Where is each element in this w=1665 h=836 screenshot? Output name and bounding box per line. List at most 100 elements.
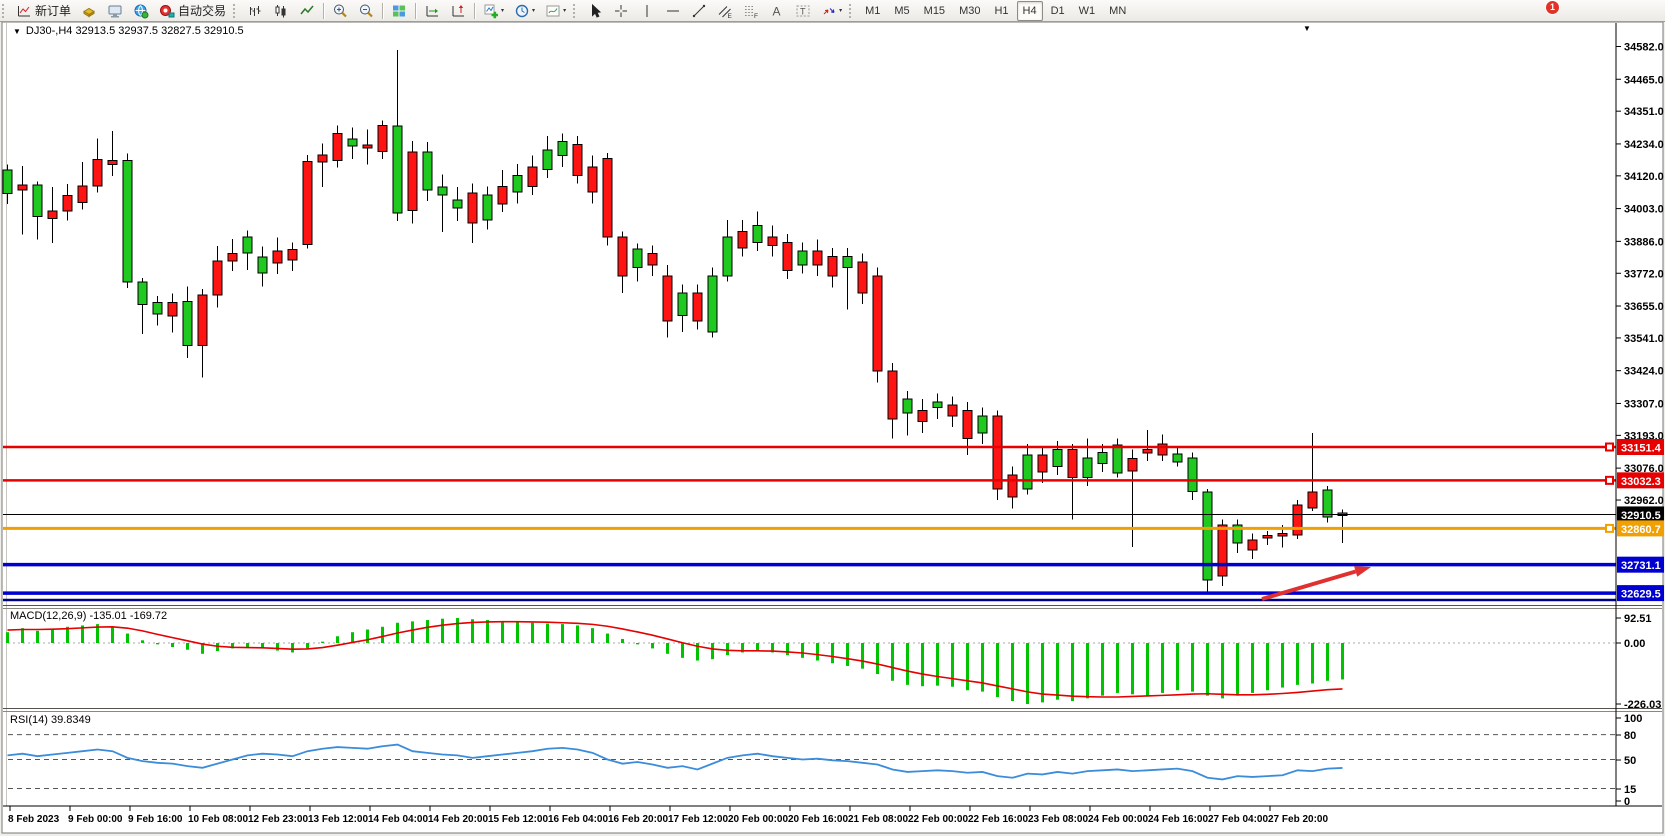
svg-text:T: T — [800, 6, 806, 16]
svg-text:24 Feb 00:00: 24 Feb 00:00 — [1088, 814, 1148, 825]
chart-shift-button[interactable] — [446, 1, 470, 21]
arrows-button[interactable]: ▾ — [817, 1, 846, 21]
price-tag — [1617, 585, 1664, 602]
cursor-button[interactable] — [583, 1, 607, 21]
periods-button[interactable]: ▾ — [510, 1, 539, 21]
timeframe-m5[interactable]: M5 — [894, 4, 910, 17]
candlestick-chart-button[interactable] — [269, 1, 293, 21]
metaeditor-button[interactable] — [103, 1, 127, 21]
svg-text:0.00: 0.00 — [1624, 638, 1645, 650]
timeframe-h4[interactable]: H4 — [1016, 0, 1043, 21]
market-button[interactable] — [77, 1, 101, 21]
svg-text:14 Feb 20:00: 14 Feb 20:00 — [428, 814, 488, 825]
toolbar-separator — [415, 2, 417, 19]
indicators-button[interactable]: ▾ — [479, 1, 508, 21]
time-axis[interactable]: 8 Feb 2023 9 Feb 00:00 9 Feb 16:00 10 Feb 0… — [8, 806, 1328, 825]
svg-text:33772.0: 33772.0 — [1624, 268, 1664, 280]
rsi-indicator-label: RSI(14) 39.8349 — [10, 714, 91, 726]
svg-text:21 Feb 08:00: 21 Feb 08:00 — [848, 814, 908, 825]
svg-text:15 Feb 12:00: 15 Feb 12:00 — [488, 814, 548, 825]
autotrading-button[interactable]: 自动交易 — [155, 1, 230, 21]
line-chart-button[interactable] — [295, 1, 319, 21]
text-button[interactable]: A — [765, 1, 789, 21]
svg-text:22 Feb 00:00: 22 Feb 00:00 — [908, 814, 968, 825]
notification-badge[interactable]: 1 — [1545, 0, 1560, 15]
svg-text:15: 15 — [1624, 784, 1636, 796]
svg-text:0: 0 — [1624, 796, 1630, 808]
vertical-line-button[interactable] — [635, 1, 659, 21]
timeframe-m1[interactable]: M1 — [865, 4, 881, 17]
price-tag — [1617, 556, 1664, 573]
svg-text:34234.0: 34234.0 — [1624, 139, 1664, 151]
svg-text:10 Feb 08:00: 10 Feb 08:00 — [188, 814, 248, 825]
toolbar-overflow-caret-icon[interactable]: ▼ — [1303, 24, 1311, 33]
annotation-arrow[interactable] — [1261, 566, 1371, 601]
svg-text:34351.0: 34351.0 — [1624, 106, 1664, 118]
svg-text:33032.3: 33032.3 — [1621, 476, 1661, 488]
dropdown-caret-icon: ▾ — [563, 8, 567, 14]
toolbar-grip — [849, 3, 856, 18]
svg-text:16 Feb 04:00: 16 Feb 04:00 — [548, 814, 608, 825]
svg-text:24 Feb 16:00: 24 Feb 16:00 — [1148, 814, 1208, 825]
templates-button[interactable]: ▾ — [541, 1, 570, 21]
autoscroll-button[interactable] — [420, 1, 444, 21]
chart-title: ▼ DJ30-,H4 32913.5 32937.5 32827.5 32910.… — [13, 25, 244, 37]
signals-button[interactable] — [129, 1, 153, 21]
svg-text:27 Feb 04:00: 27 Feb 04:00 — [1208, 814, 1268, 825]
price-axis[interactable]: 34582.0 34465.0 34351.0 34234.0 34120.0 34003… — [1616, 42, 1664, 508]
svg-text:33886.0: 33886.0 — [1624, 236, 1664, 248]
timeframe-m15[interactable]: M15 — [923, 4, 946, 17]
text-label-button[interactable]: T — [791, 1, 815, 21]
dropdown-caret-icon: ▾ — [532, 8, 536, 14]
crosshair-button[interactable] — [609, 1, 633, 21]
timeframe-h1[interactable]: H1 — [994, 4, 1009, 17]
svg-text:32910.5: 32910.5 — [1621, 510, 1661, 522]
svg-text:9 Feb 00:00: 9 Feb 00:00 — [68, 814, 123, 825]
svg-text:50: 50 — [1624, 755, 1636, 767]
tile-windows-button[interactable] — [387, 1, 411, 21]
timeframe-mn[interactable]: MN — [1109, 4, 1127, 17]
svg-text:32860.7: 32860.7 — [1621, 524, 1661, 536]
svg-text:33541.0: 33541.0 — [1624, 333, 1664, 345]
svg-text:100: 100 — [1624, 713, 1642, 725]
svg-text:80: 80 — [1624, 730, 1636, 742]
svg-text:27 Feb 20:00: 27 Feb 20:00 — [1268, 814, 1328, 825]
svg-text:-226.03: -226.03 — [1624, 699, 1661, 711]
dropdown-caret-icon: ▾ — [839, 8, 843, 14]
macd-indicator-label: MACD(12,26,9) -135.01 -169.72 — [10, 610, 168, 622]
svg-text:13 Feb 12:00: 13 Feb 12:00 — [308, 814, 368, 825]
zoom-out-button[interactable] — [354, 1, 378, 21]
svg-text:22 Feb 16:00: 22 Feb 16:00 — [968, 814, 1028, 825]
chart-menu-caret-icon[interactable]: ▼ — [13, 27, 21, 36]
macd-panel: 92.51 0.00 -226.03 — [6, 613, 1661, 711]
zoom-in-button[interactable] — [328, 1, 352, 21]
svg-text:17 Feb 12:00: 17 Feb 12:00 — [668, 814, 728, 825]
fibonacci-button[interactable]: F — [739, 1, 763, 21]
line-handle[interactable] — [1605, 442, 1614, 452]
toolbar-separator — [382, 2, 384, 19]
svg-text:20 Feb 00:00: 20 Feb 00:00 — [728, 814, 788, 825]
svg-text:12 Feb 23:00: 12 Feb 23:00 — [248, 814, 308, 825]
timeframe-m30[interactable]: M30 — [959, 4, 981, 17]
svg-text:34003.0: 34003.0 — [1624, 204, 1664, 216]
line-handle[interactable] — [1605, 475, 1614, 485]
chart-title-text: DJ30-,H4 32913.5 32937.5 32827.5 32910.5 — [25, 25, 244, 37]
price-tag — [1617, 506, 1664, 523]
horizontal-line-button[interactable] — [661, 1, 685, 21]
bar-chart-button[interactable] — [243, 1, 267, 21]
trendline-button[interactable] — [687, 1, 711, 21]
new-order-button[interactable]: 新订单 — [12, 1, 75, 21]
svg-text:33424.0: 33424.0 — [1624, 366, 1664, 378]
horizontal-line-objects[interactable]: 33151.4 33032.3 32910.5 32860.7 32731.1 32629… — [3, 439, 1664, 602]
timeframe-d1[interactable]: D1 — [1050, 4, 1065, 17]
timeframe-w1[interactable]: W1 — [1078, 4, 1096, 17]
equidistant-channel-button[interactable]: E — [713, 1, 737, 21]
toolbar-grip — [573, 3, 580, 18]
svg-text:33076.0: 33076.0 — [1624, 463, 1664, 475]
svg-text:8 Feb 2023: 8 Feb 2023 — [8, 814, 60, 825]
svg-text:9 Feb 16:00: 9 Feb 16:00 — [128, 814, 183, 825]
line-handle[interactable] — [1605, 523, 1614, 533]
svg-text:20 Feb 16:00: 20 Feb 16:00 — [788, 814, 848, 825]
price-tag — [1617, 472, 1664, 489]
